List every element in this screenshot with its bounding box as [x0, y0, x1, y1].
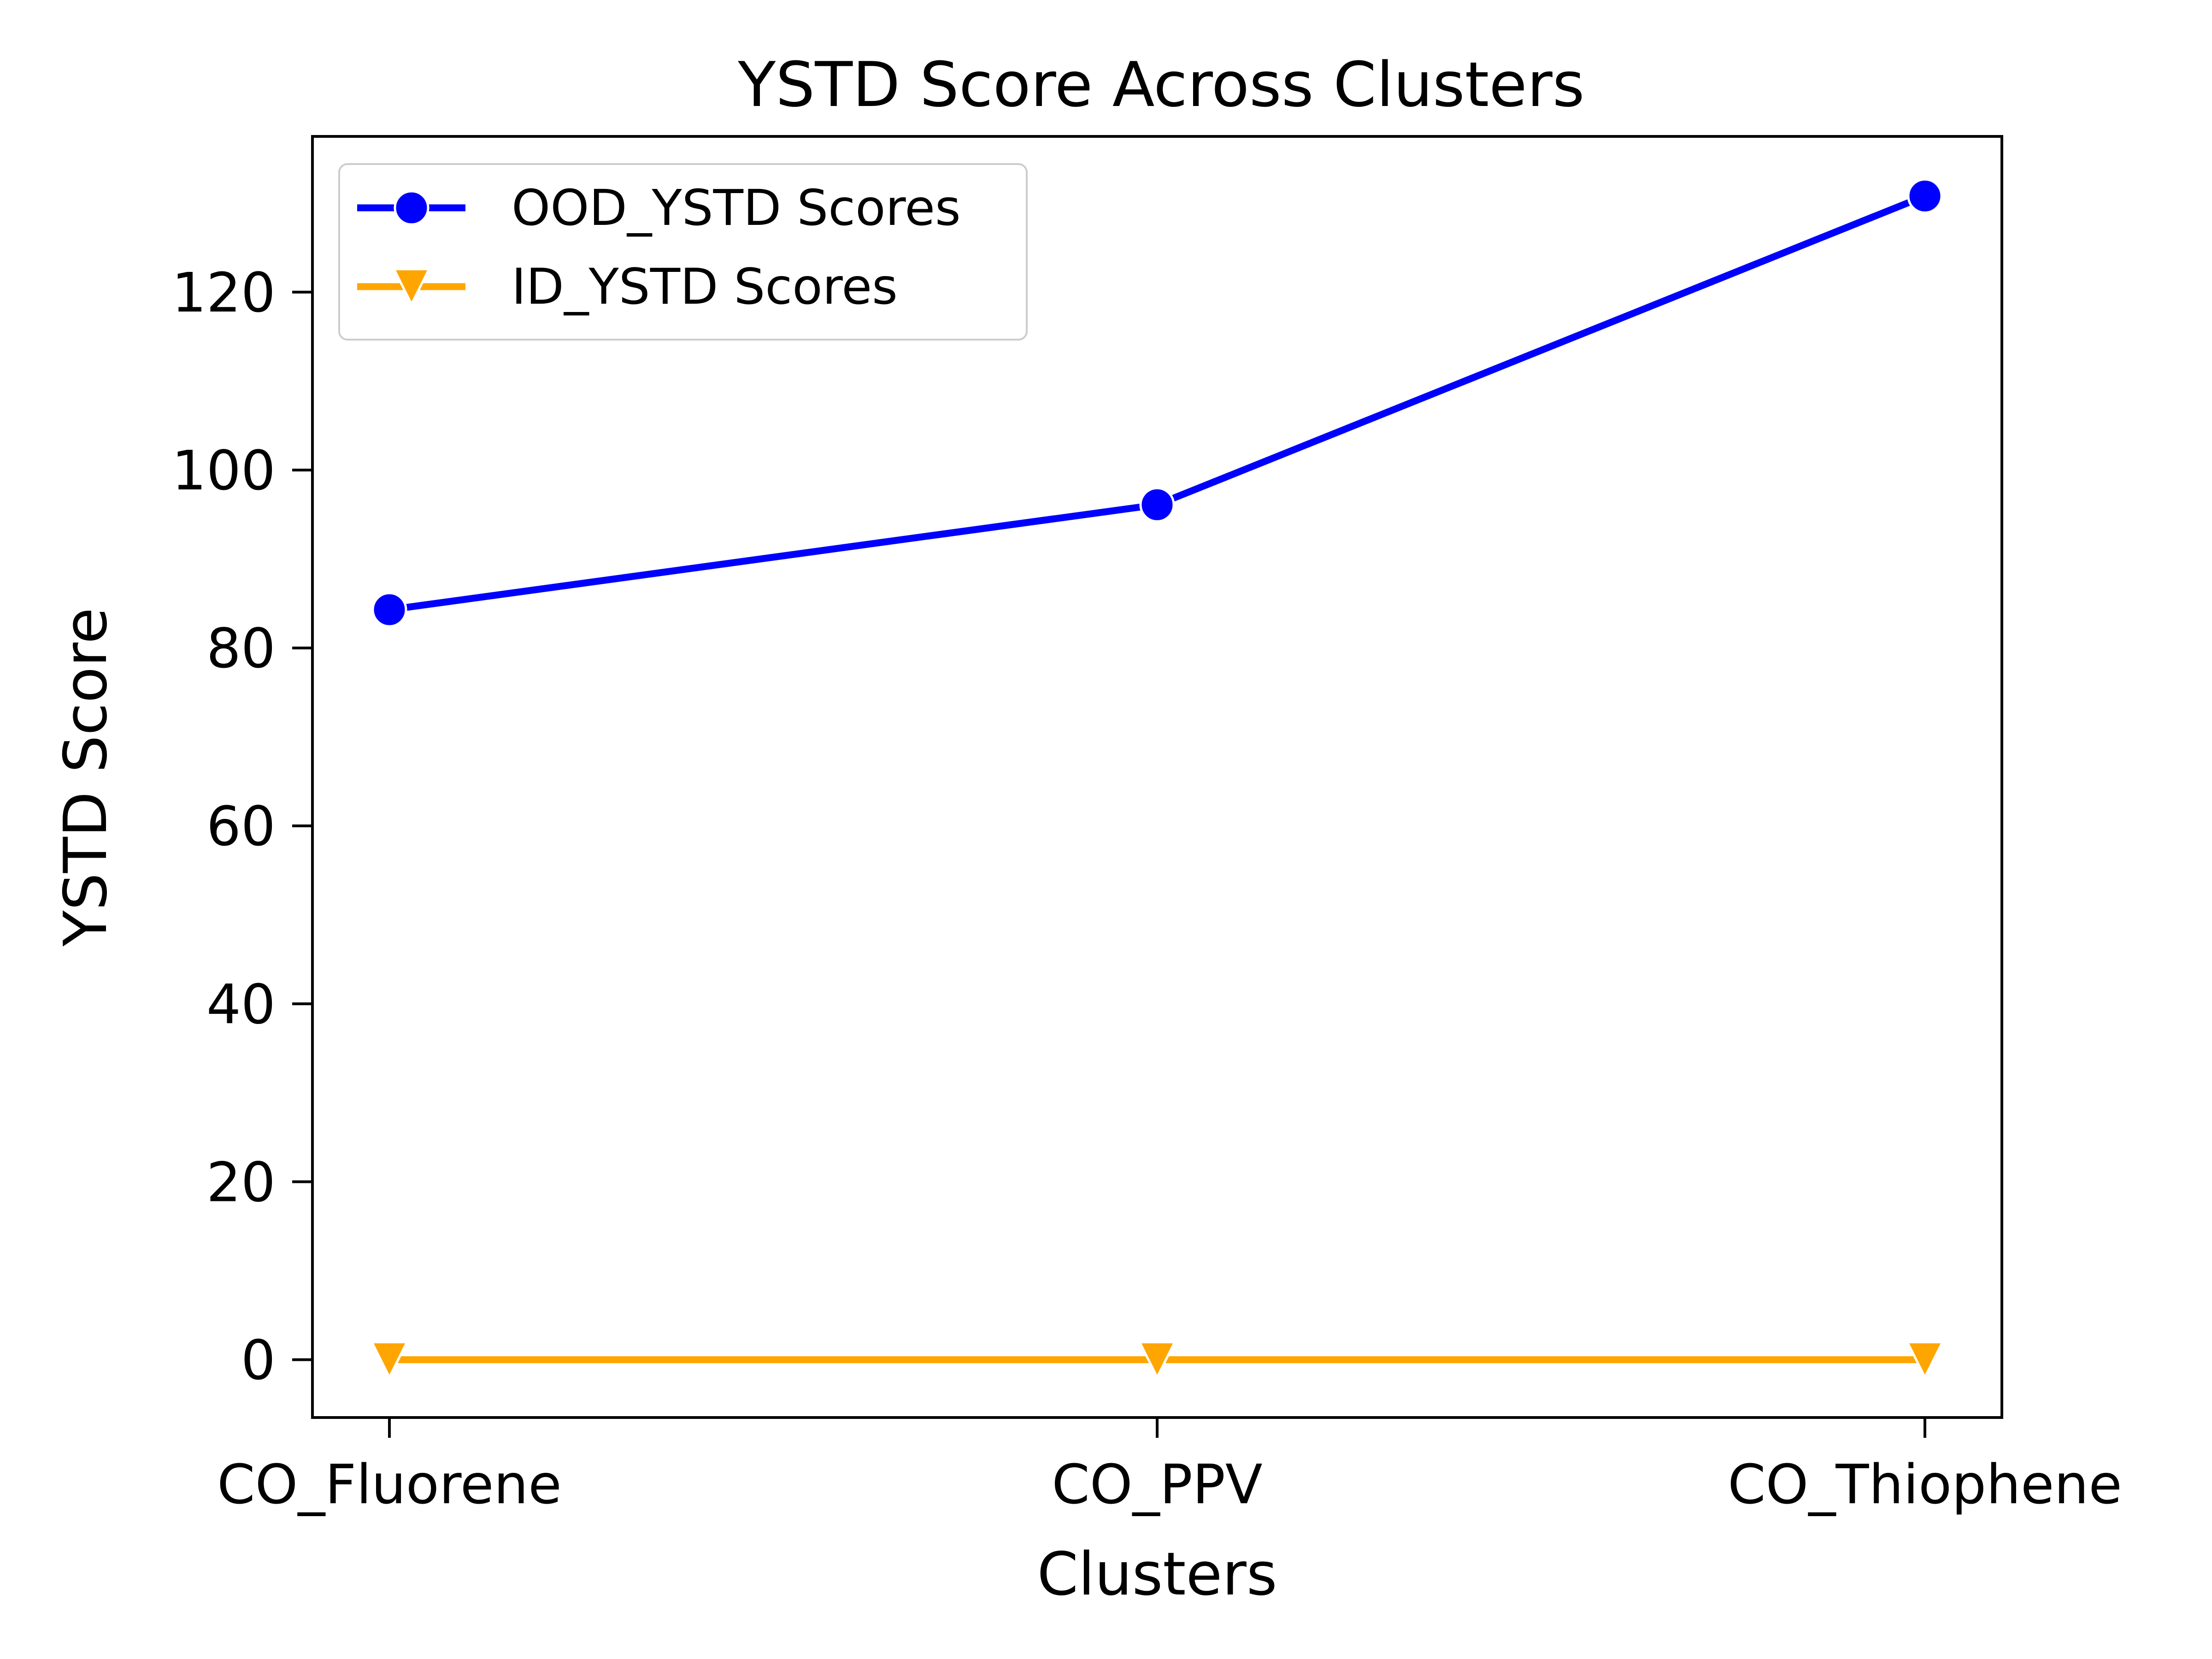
legend-entry: ID_YSTD Scores — [357, 259, 898, 316]
legend-label: OOD_YSTD Scores — [512, 180, 961, 237]
y-tick-label: 80 — [206, 617, 276, 680]
y-tick-label: 0 — [241, 1329, 276, 1392]
legend: OOD_YSTD Scores ID_YSTD Scores — [338, 163, 1028, 341]
x-tick-label: CO_Fluorene — [217, 1453, 562, 1516]
data-point — [371, 592, 407, 628]
y-tick-label: 20 — [206, 1150, 276, 1214]
legend-label: ID_YSTD Scores — [512, 259, 898, 316]
series-ood-ystd — [371, 178, 1943, 628]
data-point — [1907, 178, 1943, 214]
x-tick-label: CO_Thiophene — [1728, 1453, 2122, 1516]
x-tick-label: CO_PPV — [1052, 1453, 1262, 1516]
data-point — [1137, 1341, 1177, 1380]
legend-marker — [392, 268, 431, 307]
data-point — [1139, 487, 1175, 523]
x-axis-label: Clusters — [1037, 1540, 1277, 1609]
y-tick-label: 60 — [206, 794, 276, 858]
y-tick-label: 100 — [172, 439, 276, 502]
data-point — [1905, 1341, 1945, 1380]
y-tick-label: 120 — [172, 261, 276, 324]
legend-marker — [394, 190, 429, 226]
series-layer — [370, 178, 1945, 1380]
series-id-ystd — [370, 1341, 1945, 1380]
legend-entries: OOD_YSTD Scores ID_YSTD Scores — [357, 180, 961, 316]
legend-entry: OOD_YSTD Scores — [357, 180, 961, 237]
x-axis: CO_Fluorene CO_PPV CO_Thiophene — [217, 1418, 2122, 1516]
legend-frame — [338, 163, 1028, 341]
y-axis-label: YSTD Score — [52, 607, 120, 947]
chart-title: YSTD Score Across Clusters — [737, 49, 1584, 121]
y-axis: 0 20 40 60 80 100 120 — [172, 261, 312, 1392]
data-point — [370, 1341, 409, 1380]
y-tick-label: 40 — [206, 972, 276, 1036]
